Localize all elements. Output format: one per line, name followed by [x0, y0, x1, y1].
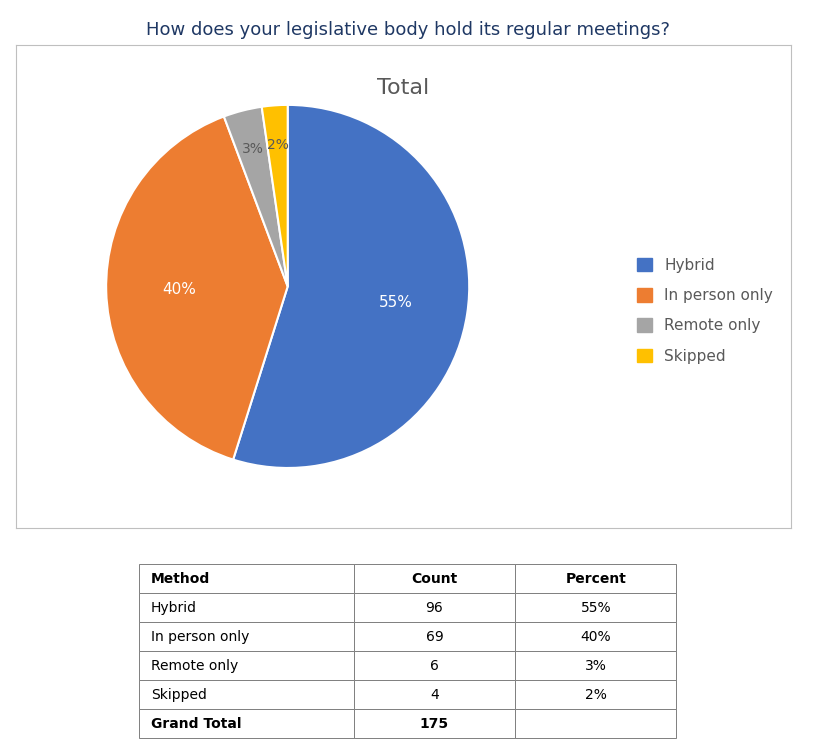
- Text: 40%: 40%: [162, 282, 196, 297]
- Bar: [354, 593, 515, 622]
- Bar: [139, 564, 354, 593]
- Bar: [139, 709, 354, 738]
- Text: 4: 4: [430, 687, 438, 702]
- Text: 3%: 3%: [241, 142, 263, 156]
- Bar: [515, 564, 676, 593]
- Bar: [139, 680, 354, 709]
- Wedge shape: [262, 105, 288, 286]
- Wedge shape: [224, 107, 288, 286]
- Text: 69: 69: [425, 629, 443, 644]
- Text: In person only: In person only: [151, 629, 249, 644]
- Bar: [354, 709, 515, 738]
- Text: 2%: 2%: [267, 138, 289, 153]
- Text: Count: Count: [412, 571, 457, 586]
- Text: Grand Total: Grand Total: [151, 716, 241, 731]
- Bar: [139, 593, 354, 622]
- Bar: [354, 680, 515, 709]
- Wedge shape: [106, 117, 288, 460]
- Text: 3%: 3%: [585, 658, 606, 673]
- Text: 175: 175: [420, 716, 449, 731]
- Text: 40%: 40%: [580, 629, 611, 644]
- Text: 96: 96: [425, 600, 443, 615]
- Text: 2%: 2%: [585, 687, 606, 702]
- Bar: [354, 651, 515, 680]
- Text: Remote only: Remote only: [151, 658, 238, 673]
- Text: Total: Total: [377, 78, 430, 98]
- Wedge shape: [233, 105, 469, 468]
- Bar: [354, 622, 515, 651]
- Bar: [354, 564, 515, 593]
- Bar: [515, 651, 676, 680]
- Bar: [515, 622, 676, 651]
- Text: Skipped: Skipped: [151, 687, 207, 702]
- Text: 55%: 55%: [580, 600, 611, 615]
- Text: 55%: 55%: [378, 295, 412, 310]
- Text: Percent: Percent: [566, 571, 626, 586]
- Text: How does your legislative body hold its regular meetings?: How does your legislative body hold its …: [146, 21, 669, 39]
- Text: Method: Method: [151, 571, 210, 586]
- Bar: [139, 622, 354, 651]
- Text: 6: 6: [430, 658, 438, 673]
- Bar: [515, 709, 676, 738]
- Text: Hybrid: Hybrid: [151, 600, 196, 615]
- Bar: [515, 680, 676, 709]
- Legend: Hybrid, In person only, Remote only, Skipped: Hybrid, In person only, Remote only, Ski…: [631, 251, 779, 370]
- Bar: [139, 651, 354, 680]
- Bar: [515, 593, 676, 622]
